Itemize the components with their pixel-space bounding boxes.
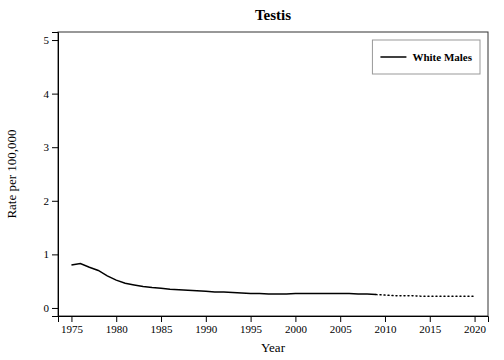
title: Testis xyxy=(255,7,291,23)
x-tick-label: 1985 xyxy=(151,323,174,335)
x-tick-mark xyxy=(385,316,386,322)
y-axis: 0 1 2 3 4 5 xyxy=(44,33,59,317)
legend-swatch xyxy=(380,56,406,58)
y-tick: 4 xyxy=(44,88,59,100)
legend: White Males xyxy=(372,40,480,74)
x-tick-label: 2000 xyxy=(285,323,308,335)
legend-label: White Males xyxy=(412,51,472,63)
y-tick: 2 xyxy=(44,195,59,207)
x-tick: 2010 xyxy=(374,316,397,335)
x-tick-mark xyxy=(295,316,296,322)
x-tick: 1980 xyxy=(106,316,129,335)
lines xyxy=(71,263,474,296)
x-tick-label: 2005 xyxy=(330,323,353,335)
x-tick: 1985 xyxy=(151,316,174,335)
y-tick-mark xyxy=(52,40,58,41)
x-tick-label: 2020 xyxy=(464,323,487,335)
chart: 1975198019851990199520002005201020152020… xyxy=(0,0,504,360)
y-tick-mark xyxy=(52,201,58,202)
x-tick: 2005 xyxy=(330,316,353,335)
y-axis-line xyxy=(52,33,59,317)
x-tick-mark xyxy=(161,316,162,322)
x-axis-line xyxy=(59,317,489,323)
y-tick: 5 xyxy=(44,34,59,46)
x-tick-label: 1980 xyxy=(106,323,129,335)
x-tick-mark xyxy=(340,316,341,322)
x-tick: 1990 xyxy=(195,316,218,335)
y-tick-label: 1 xyxy=(44,248,50,260)
y-tick-mark xyxy=(52,147,58,148)
y-tick-label: 2 xyxy=(44,195,50,207)
x-axis: 1975 1980 1985 1990 1995 2000 2005 2010 2015 2020 xyxy=(59,316,489,335)
x-tick-label: 2010 xyxy=(374,323,397,335)
series-line xyxy=(71,263,376,294)
y-tick: 3 xyxy=(44,141,59,153)
x-tick: 2000 xyxy=(285,316,308,335)
series-line xyxy=(376,295,475,297)
y-tick: 0 xyxy=(44,302,59,314)
x-tick: 1975 xyxy=(61,316,84,335)
x-tick-mark xyxy=(206,316,207,322)
y-tick-mark xyxy=(52,308,58,309)
y-tick-mark xyxy=(52,254,58,255)
x-tick-label: 1990 xyxy=(195,323,218,335)
legend-box xyxy=(372,40,480,74)
x-tick-label: 2015 xyxy=(419,323,442,335)
plot-area: 1975198019851990199520002005201020152020… xyxy=(44,32,489,335)
y-axis-title: Rate per 100,000 xyxy=(4,129,19,218)
x-tick-mark xyxy=(71,316,72,322)
x-tick: 2020 xyxy=(464,316,487,335)
x-axis-title: Year xyxy=(261,340,286,355)
y-tick-label: 4 xyxy=(44,88,50,100)
legend-entry: White Males xyxy=(380,51,472,63)
y-tick-label: 3 xyxy=(44,141,50,153)
plot-frame xyxy=(58,32,488,316)
x-tick-mark xyxy=(430,316,431,322)
y-tick-mark xyxy=(52,94,58,95)
x-tick-mark xyxy=(475,316,476,322)
x-tick-label: 1995 xyxy=(240,323,263,335)
x-tick-label: 1975 xyxy=(61,323,84,335)
x-tick: 1995 xyxy=(240,316,263,335)
x-tick-mark xyxy=(251,316,252,322)
x-tick-mark xyxy=(116,316,117,322)
x-tick: 2015 xyxy=(419,316,442,335)
y-tick-label: 0 xyxy=(44,302,50,314)
y-tick-label: 5 xyxy=(44,34,50,46)
y-tick: 1 xyxy=(44,248,59,260)
